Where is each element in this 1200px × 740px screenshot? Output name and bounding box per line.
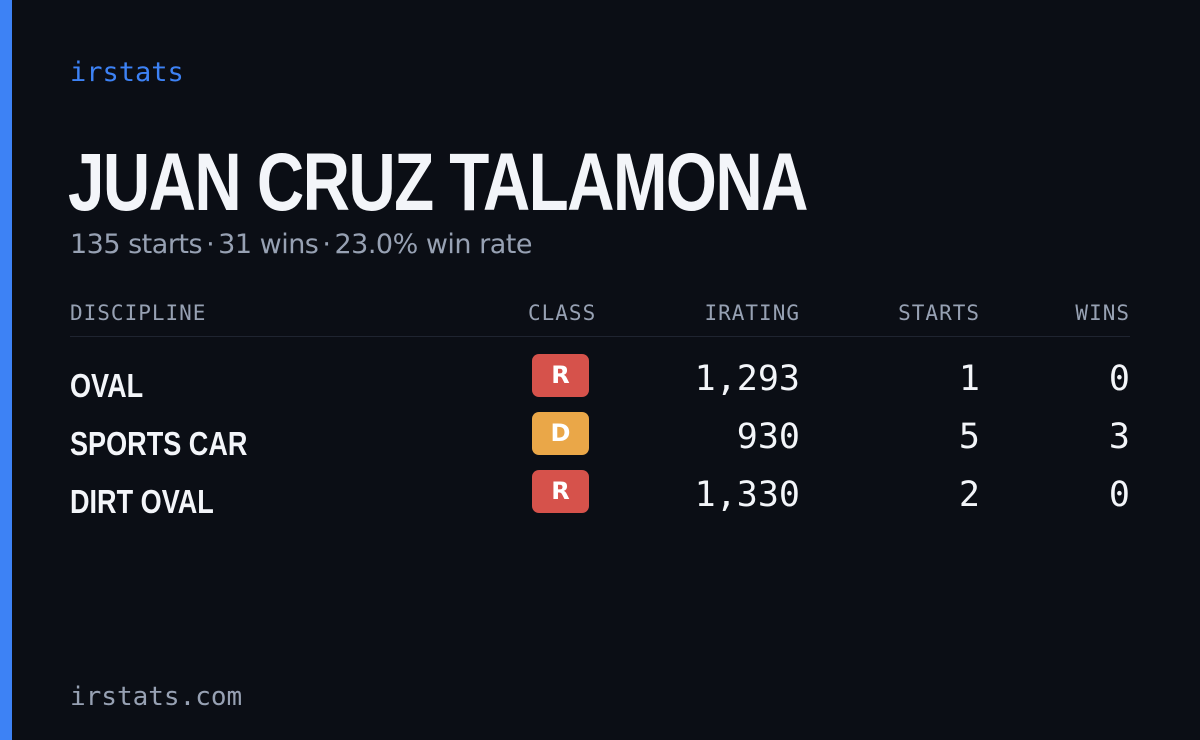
brand-logo-text: irstats <box>70 57 184 88</box>
table-row: DIRT OVAL R 1,330 2 0 <box>70 470 1130 528</box>
class-badge: R <box>532 354 589 397</box>
player-name: JUAN CRUZ TALAMONA <box>68 137 808 228</box>
accent-bar <box>0 0 12 740</box>
table-header: DISCIPLINE CLASS IRATING STARTS WINS <box>70 296 1130 337</box>
wins-value: 3 <box>1108 417 1130 457</box>
starts-value: 1 <box>958 359 980 399</box>
discipline-name: OVAL <box>70 367 144 404</box>
header-class: CLASS <box>528 301 597 325</box>
player-summary: 135 starts · 31 wins · 23.0% win rate <box>70 228 532 262</box>
discipline-name: SPORTS CAR <box>70 425 248 462</box>
starts-value: 5 <box>958 417 980 457</box>
irating-value: 1,293 <box>694 359 800 399</box>
wins-value: 0 <box>1108 359 1130 399</box>
starts-value: 2 <box>958 475 980 515</box>
table-row: OVAL R 1,293 1 0 <box>70 354 1130 412</box>
irating-value: 1,330 <box>694 475 800 515</box>
header-discipline: DISCIPLINE <box>70 301 207 325</box>
stats-table: DISCIPLINE CLASS IRATING STARTS WINS OVA… <box>70 296 1130 528</box>
header-irating: IRATING <box>704 301 800 325</box>
table-row: SPORTS CAR D 930 5 3 <box>70 412 1130 470</box>
header-starts: STARTS <box>898 301 980 325</box>
class-badge: R <box>532 470 589 513</box>
discipline-name: DIRT OVAL <box>70 483 214 520</box>
table-body: OVAL R 1,293 1 0 SPORTS CAR D 930 5 3 DI… <box>70 337 1130 528</box>
separator-dot: · <box>322 229 331 260</box>
wins-summary: 31 wins <box>218 229 319 260</box>
win-rate-summary: 23.0% win rate <box>334 229 532 260</box>
wins-value: 0 <box>1108 475 1130 515</box>
irating-value: 930 <box>736 417 800 457</box>
header-wins: WINS <box>1075 301 1130 325</box>
starts-summary: 135 starts <box>70 229 203 260</box>
separator-dot: · <box>206 229 215 260</box>
footer-url: irstats.com <box>70 682 243 712</box>
class-badge: D <box>532 412 589 455</box>
